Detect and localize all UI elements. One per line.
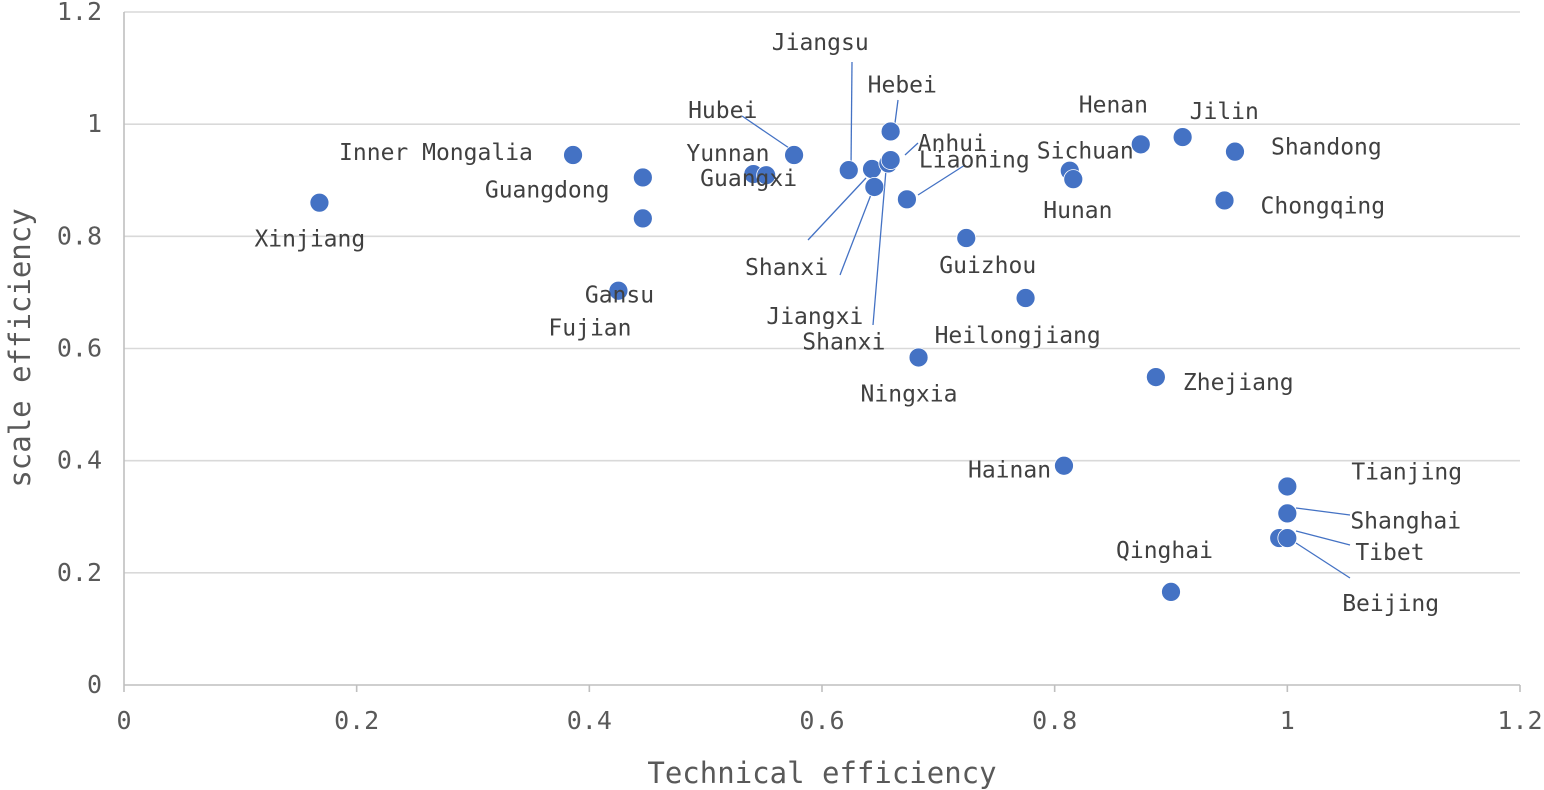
- point-label: Hainan: [968, 458, 1051, 484]
- point-labels: Xinjiang Inner Mongalia Guangdong Gansu Fuji…: [254, 30, 1462, 617]
- leader-line: [917, 164, 966, 196]
- data-point: [1172, 127, 1193, 147]
- point-label: Hunan: [1043, 198, 1112, 224]
- data-point: [880, 121, 901, 142]
- data-point: [632, 208, 653, 229]
- point-label: Xinjiang: [254, 227, 365, 253]
- point-label: Shanghai: [1350, 508, 1461, 534]
- y-axis-title: scale efficiency: [3, 208, 37, 487]
- leader-line: [1295, 507, 1351, 516]
- point-label: Qinghai: [1116, 538, 1213, 564]
- point-label: Shandong: [1271, 135, 1382, 161]
- point-label: Anhui: [918, 131, 987, 157]
- leader-line: [904, 142, 919, 156]
- x-tick-label: 0.8: [1032, 706, 1077, 735]
- x-tick-label: 0.6: [799, 706, 844, 735]
- data-point: [1130, 134, 1151, 155]
- data-point: [908, 347, 929, 368]
- point-label: Henan: [1079, 92, 1148, 118]
- data-point: [756, 165, 777, 186]
- point-label: Jilin: [1190, 99, 1259, 125]
- data-point: [956, 228, 977, 248]
- leader-line: [1295, 530, 1351, 546]
- point-label: Jiangxi: [766, 304, 863, 330]
- point-label: Guangxi: [700, 166, 797, 192]
- leader-line: [1295, 542, 1351, 579]
- x-tick-label: 0: [116, 706, 131, 735]
- x-tick-label: 1.2: [1497, 706, 1542, 735]
- data-point: [1054, 455, 1074, 476]
- y-tick-label: 0.6: [57, 334, 102, 363]
- y-tick-label: 0.4: [57, 446, 102, 475]
- data-point: [838, 160, 859, 181]
- data-point: [1277, 503, 1298, 524]
- data-point: [632, 167, 653, 188]
- point-label: Yunnan: [686, 141, 769, 167]
- data-point: [784, 145, 804, 165]
- point-label: Guangdong: [485, 177, 610, 203]
- leader-lines: [741, 61, 1351, 579]
- point-label: Sichuan: [1037, 139, 1134, 165]
- leader-line: [872, 169, 887, 326]
- leader-line: [807, 177, 867, 241]
- point-label: Jiangsu: [772, 30, 869, 56]
- data-point: [864, 177, 885, 197]
- data-point: [880, 150, 901, 170]
- data-point: [897, 189, 917, 210]
- point-label: Heilongjiang: [935, 323, 1101, 349]
- y-tick-label: 0: [87, 670, 102, 699]
- point-label: Liaoning: [919, 147, 1030, 173]
- point-label: Hubei: [688, 98, 757, 124]
- point-label: Ningxia: [861, 381, 958, 407]
- x-axis-title: Technical efficiency: [647, 756, 996, 790]
- point-label: Guizhou: [939, 253, 1036, 279]
- leader-line: [839, 191, 873, 276]
- data-point: [1015, 288, 1036, 308]
- point-label: Tibet: [1355, 540, 1424, 566]
- data-point: [608, 280, 629, 301]
- x-tick-label: 0.4: [567, 706, 612, 735]
- data-point: [1161, 582, 1181, 602]
- data-point: [1277, 528, 1298, 548]
- point-label: Gansu: [585, 282, 654, 308]
- leader-line: [850, 61, 853, 169]
- data-point: [1277, 476, 1298, 497]
- point-label: Shanxi: [745, 255, 828, 281]
- data-point: [563, 145, 583, 165]
- data-point: [1214, 190, 1235, 211]
- point-label: Beijing: [1342, 591, 1439, 617]
- point-label: Chongqing: [1261, 193, 1386, 219]
- y-tick-label: 1: [87, 109, 102, 138]
- point-label: Shanxi: [802, 329, 885, 355]
- leader-line: [894, 99, 899, 124]
- x-tick-label: 1: [1280, 706, 1295, 735]
- point-label: Zhejiang: [1183, 370, 1294, 396]
- data-point: [1063, 169, 1084, 190]
- data-point: [309, 192, 330, 213]
- data-point: [1145, 367, 1166, 388]
- point-label: Inner Mongalia: [339, 140, 533, 166]
- y-tick-label: 0.2: [57, 558, 102, 587]
- leader-line: [741, 115, 793, 151]
- point-label: Hebei: [868, 72, 937, 98]
- point-label: Tianjing: [1351, 459, 1462, 485]
- x-tick-label: 0.2: [334, 706, 379, 735]
- grid: [124, 11, 1520, 574]
- axes: 0 0.2 0.4 0.6 0.8 1 1.2 0 0.2 0.4 0.6 0.8 1 1.2: [57, 0, 1543, 735]
- y-tick-label: 1.2: [57, 0, 102, 26]
- data-point: [1225, 141, 1245, 162]
- point-label: Fujian: [548, 316, 631, 342]
- data-points: [309, 121, 1298, 602]
- y-tick-label: 0.8: [57, 221, 102, 250]
